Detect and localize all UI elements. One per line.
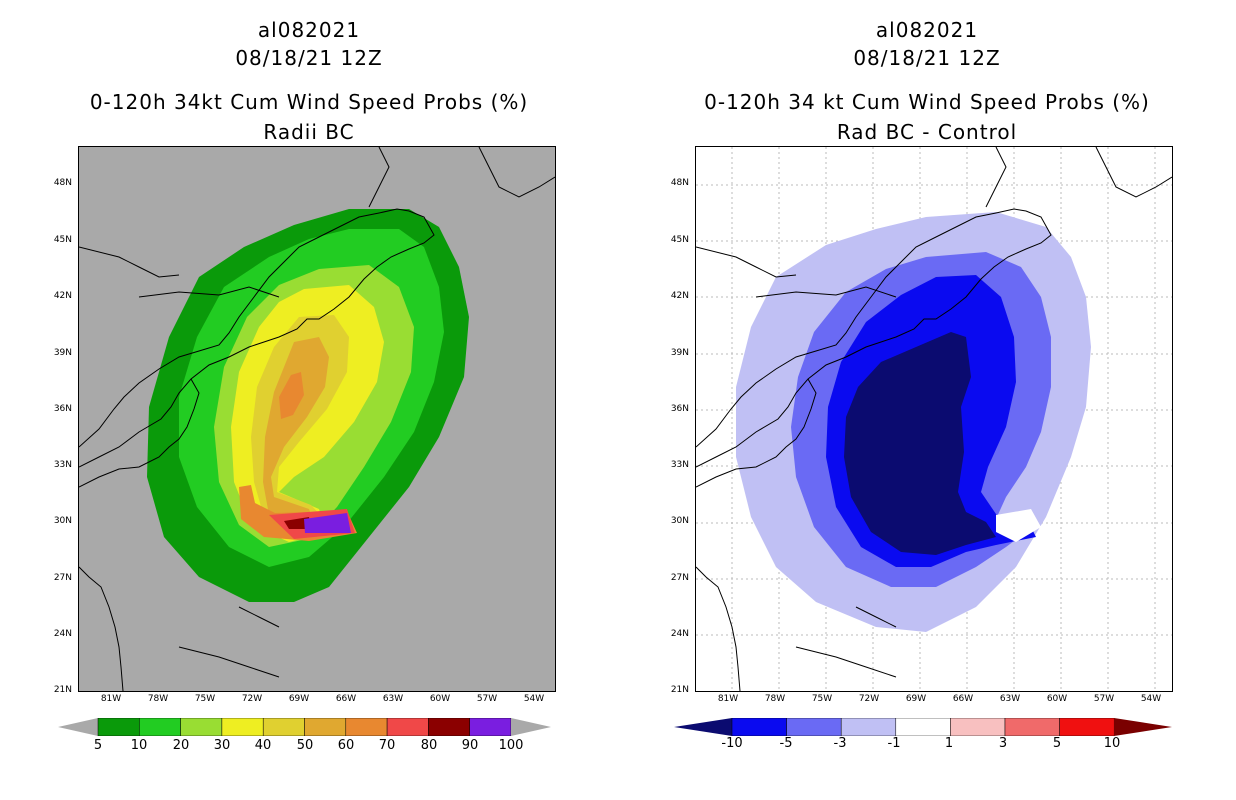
lon-label: 72W <box>241 694 263 704</box>
lat-label: 45N <box>53 235 72 245</box>
lon-label: 69W <box>905 694 927 704</box>
colorbar-label: 80 <box>420 738 438 753</box>
lat-label: 48N <box>53 178 72 188</box>
lon-label: 69W <box>288 694 310 704</box>
right-panel: al082021 08/18/21 12Z 0-120h 34 kt Cum W… <box>618 0 1236 800</box>
lat-label: 24N <box>670 629 689 639</box>
lon-label: 72W <box>858 694 880 704</box>
right-subtitle: Rad BC - Control <box>836 120 1018 144</box>
colorbar-cell <box>139 718 181 736</box>
right-product-title: 0-120h 34 kt Cum Wind Speed Probs (%) <box>704 90 1150 114</box>
lat-label: 39N <box>53 348 72 358</box>
lat-label: 27N <box>670 573 689 583</box>
lon-label: 81W <box>100 694 122 704</box>
lon-label: 63W <box>382 694 404 704</box>
lat-label: 30N <box>53 516 72 526</box>
colorbar-cell <box>950 718 1006 736</box>
colorbar-cell <box>304 718 347 736</box>
right-datetime: 08/18/21 12Z <box>853 46 1001 70</box>
lat-label: 21N <box>670 685 689 695</box>
left-probability-contours <box>147 209 469 602</box>
lat-label: 36N <box>670 404 689 414</box>
colorbar-cell <box>895 718 951 736</box>
colorbar-label: 30 <box>213 738 231 753</box>
colorbar-label: -10 <box>721 736 743 751</box>
colorbar-cell <box>221 718 264 736</box>
lat-label: 36N <box>53 404 72 414</box>
left-subtitle: Radii BC <box>263 120 355 144</box>
lon-label: 66W <box>952 694 974 704</box>
colorbar-label: 40 <box>254 738 272 753</box>
lat-label: 21N <box>53 685 72 695</box>
right-storm-id: al082021 <box>875 18 979 42</box>
colorbar-label: 1 <box>944 736 954 751</box>
colorbar-label: 60 <box>337 738 355 753</box>
colorbar-cell <box>428 718 470 736</box>
lat-label: 42N <box>53 291 72 301</box>
lon-label: 57W <box>476 694 498 704</box>
colorbar-label: 10 <box>130 738 148 753</box>
colorbar-label: 90 <box>461 738 479 753</box>
colorbar-label: 100 <box>498 738 524 753</box>
colorbar-label: 5 <box>1052 736 1062 751</box>
left-datetime: 08/18/21 12Z <box>235 46 383 70</box>
lon-label: 66W <box>335 694 357 704</box>
lon-label: 75W <box>194 694 216 704</box>
lon-label: 63W <box>999 694 1021 704</box>
colorbar-cell <box>345 718 388 736</box>
colorbar-cell <box>97 718 140 736</box>
colorbar-label: 3 <box>998 736 1008 751</box>
colorbar-cell <box>262 718 305 736</box>
lat-label: 33N <box>53 460 72 470</box>
lat-label: 42N <box>670 291 689 301</box>
colorbar-cell <box>1004 718 1060 736</box>
left-panel: al082021 08/18/21 12Z 0-120h 34kt Cum Wi… <box>53 18 556 753</box>
left-colorbar <box>58 718 551 736</box>
colorbar-label: 20 <box>172 738 190 753</box>
lon-label: 81W <box>717 694 739 704</box>
right-difference-map <box>695 146 1173 692</box>
lat-label: 24N <box>53 629 72 639</box>
lon-label: 57W <box>1093 694 1115 704</box>
lat-label: 27N <box>53 573 72 583</box>
colorbar-label: -5 <box>779 736 793 751</box>
left-product-title: 0-120h 34kt Cum Wind Speed Probs (%) <box>89 90 529 114</box>
left-probability-map <box>78 146 556 692</box>
colorbar-cell <box>180 718 223 736</box>
colorbar-cell <box>386 718 429 736</box>
colorbar-cell <box>1059 718 1115 736</box>
lon-label: 78W <box>764 694 786 704</box>
colorbar-label: 5 <box>93 738 103 753</box>
left-coastlines <box>79 147 555 691</box>
right-difference-contours <box>736 212 1091 632</box>
lon-label: 60W <box>1046 694 1068 704</box>
colorbar-label: 70 <box>378 738 396 753</box>
lon-label: 75W <box>811 694 833 704</box>
colorbar-label: -1 <box>887 736 901 751</box>
colorbar-cell <box>786 718 842 736</box>
right-colorbar <box>674 718 1172 736</box>
lat-label: 45N <box>670 235 689 245</box>
left-storm-id: al082021 <box>257 18 361 42</box>
lat-label: 48N <box>670 178 689 188</box>
colorbar-label: 50 <box>296 738 314 753</box>
colorbar-cell <box>469 718 512 736</box>
colorbar-cell <box>840 718 897 736</box>
lat-label: 33N <box>670 460 689 470</box>
lon-label: 54W <box>1140 694 1162 704</box>
colorbar-label: 10 <box>1103 736 1121 751</box>
lon-label: 78W <box>147 694 169 704</box>
colorbar-cell <box>731 718 787 736</box>
right-coastlines <box>696 147 1172 691</box>
lon-label: 54W <box>523 694 545 704</box>
lat-label: 30N <box>670 516 689 526</box>
lon-label: 60W <box>429 694 451 704</box>
colorbar-label: -3 <box>833 736 847 751</box>
lat-label: 39N <box>670 348 689 358</box>
